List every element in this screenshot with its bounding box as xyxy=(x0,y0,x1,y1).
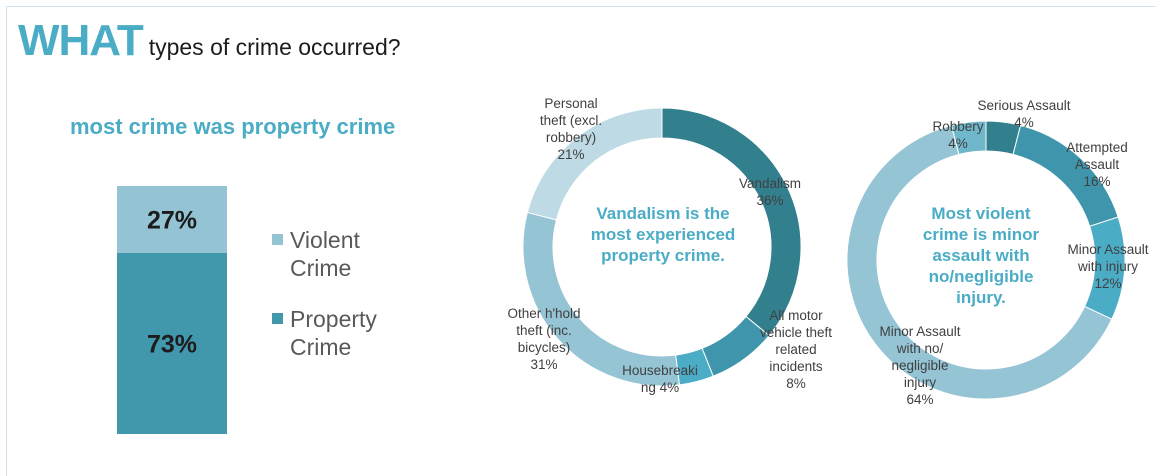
violent-crime-donut: Serious Assault 4% Attempted Assault 16% Mino… xyxy=(846,98,1149,407)
center-line: Vandalism is the xyxy=(596,204,730,223)
center-line: property crime. xyxy=(601,246,725,265)
legend-item-violent: Violent Crime xyxy=(272,226,400,282)
center-line: Most violent xyxy=(931,204,1031,223)
title-highlight: WHAT xyxy=(18,16,144,65)
bar-segment-violent xyxy=(117,186,227,253)
crime-type-stacked-bar: 73% 27% xyxy=(117,186,227,434)
legend-label-violent: Violent Crime xyxy=(290,227,360,281)
bar-chart-title: most crime was property crime xyxy=(70,114,396,139)
violent-slice-3 xyxy=(846,124,1113,400)
legend-label-property: Property Crime xyxy=(290,306,377,360)
property-slice-label-0: Vandalism 36% xyxy=(739,176,801,208)
center-line: most experienced xyxy=(590,225,736,244)
legend-swatch-violent xyxy=(272,234,283,245)
title-text: types of crime occurred? xyxy=(148,34,401,60)
bar-label-violent: 27% xyxy=(147,206,197,234)
legend-swatch-property xyxy=(272,313,283,324)
property-slice-label-4: Personal theft (excl. robbery) 21% xyxy=(540,96,602,162)
legend-item-property: Property Crime xyxy=(272,305,400,361)
center-line: crime is minor xyxy=(922,225,1040,244)
property-crime-donut: Vandalism 36% All motor vehicle theft relate… xyxy=(507,96,832,395)
violent-slice-label-4: Robbery 4% xyxy=(932,119,983,151)
infographic-frame xyxy=(6,6,1156,476)
property-slice-label-2: Housebreaki ng 4% xyxy=(622,363,698,395)
property-slice-label-3: Other h'hold theft (inc. bicycles) 31% xyxy=(507,306,580,372)
violent-slice-label-2: Minor Assault with injury 12% xyxy=(1067,242,1148,291)
violent-slice-label-3: Minor Assault with no/negligible injury 64% xyxy=(879,324,960,407)
violent-slice-label-1: Attempted Assault 16% xyxy=(1066,140,1128,189)
page-title: WHAT types of crime occurred? xyxy=(18,16,401,66)
violent-slice-label-0: Serious Assault 4% xyxy=(977,98,1070,130)
property-slice-4 xyxy=(526,107,663,221)
center-line: injury. xyxy=(956,288,1006,307)
bar-label-property: 73% xyxy=(147,330,197,358)
property-donut-center-text: Vandalism is the most experienced proper… xyxy=(565,203,761,266)
center-line: assault with xyxy=(932,246,1030,265)
property-slice-label-1: All motor vehicle theft related incidents 8% xyxy=(760,308,832,391)
bar-segment-property xyxy=(117,252,227,434)
violent-slice-4 xyxy=(950,120,987,156)
violent-donut-center-text: Most violent crime is minor assault with… xyxy=(886,203,1076,308)
center-line: no/negligible xyxy=(928,267,1034,286)
